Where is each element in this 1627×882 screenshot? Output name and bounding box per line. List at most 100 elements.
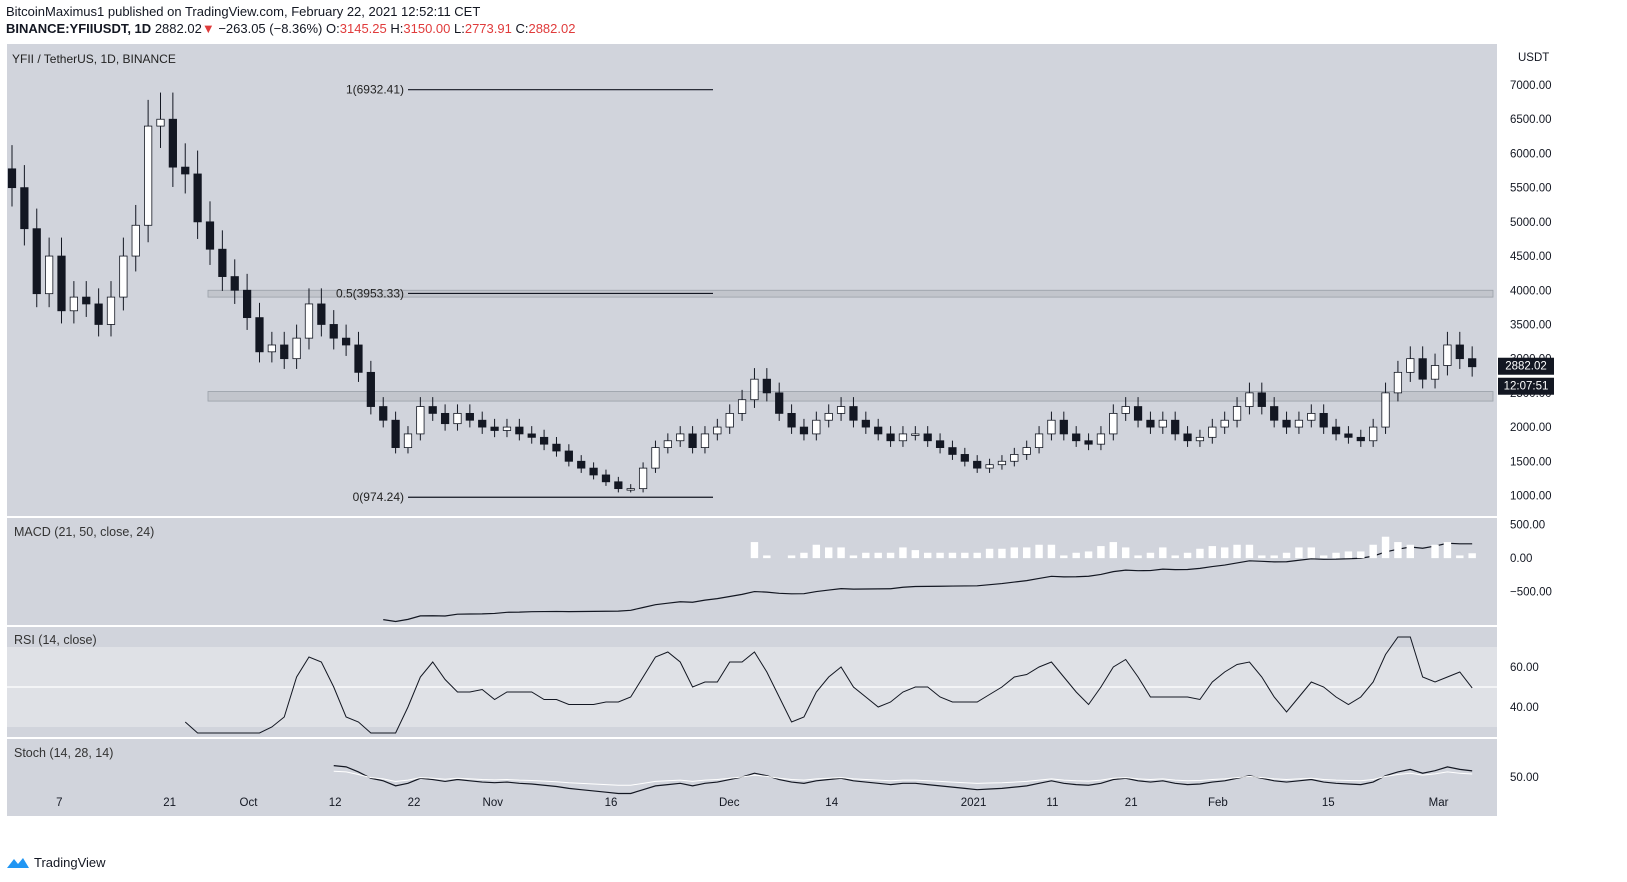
candle-body <box>403 433 413 448</box>
candle-body <box>849 406 858 421</box>
macd-histogram-bar <box>1097 546 1105 559</box>
candle-body <box>713 426 722 435</box>
candle-body <box>131 224 140 257</box>
candle-body <box>1158 419 1167 428</box>
candle-body <box>45 255 54 295</box>
candle-body <box>762 378 771 394</box>
macd-histogram-bar <box>948 552 957 559</box>
price-tag: 2882.02 <box>1498 357 1554 375</box>
fib-label: 0(974.24) <box>353 490 404 504</box>
candle-body <box>539 436 549 445</box>
macd-histogram-bar <box>1369 544 1377 559</box>
candle-body <box>94 303 103 325</box>
x-tick-label: 12 <box>329 797 342 809</box>
candle-body <box>1381 392 1390 428</box>
rsi-pane: 60.00 40.00 <box>7 636 1539 734</box>
candle-body <box>1034 433 1044 448</box>
last-price-label: 2882.02 <box>1505 361 1547 373</box>
macd-histogram-bar <box>961 552 969 559</box>
macd-histogram-bar <box>1319 555 1328 559</box>
candle-body <box>292 337 301 360</box>
x-tick-label: 15 <box>1322 797 1335 809</box>
rsi-tick-label: 60.00 <box>1510 662 1539 674</box>
candle-body <box>651 447 660 469</box>
candle-body <box>935 440 945 448</box>
candle-body <box>997 460 1007 466</box>
candle-body <box>428 406 437 414</box>
macd-histogram-bar <box>1084 551 1093 559</box>
candle-body <box>82 296 91 305</box>
candles <box>7 92 1477 493</box>
macd-histogram-bar <box>1456 555 1464 559</box>
candle-body <box>1208 426 1217 438</box>
candle-body <box>218 248 227 277</box>
candle-body <box>1084 440 1093 445</box>
candle-body <box>973 460 982 469</box>
y-tick-label: 2000.00 <box>1510 422 1552 434</box>
candle-body <box>329 324 338 339</box>
time-axis[interactable] <box>7 816 1569 840</box>
price-axis[interactable] <box>1497 44 1569 816</box>
publisher-line: BitcoinMaximus1 published on TradingView… <box>6 4 481 19</box>
x-tick-label: Mar <box>1429 797 1449 809</box>
macd-histogram-bar <box>1047 544 1056 559</box>
candle-body <box>948 447 957 455</box>
candle-body <box>577 460 586 469</box>
macd-histogram-bar <box>1245 544 1254 559</box>
x-tick-label: Feb <box>1208 797 1228 809</box>
rsi-line <box>184 636 1473 734</box>
macd-histogram-bar <box>1381 536 1390 559</box>
y-tick-label: 5000.00 <box>1510 217 1552 229</box>
macd-histogram-bar <box>911 550 920 559</box>
macd-histogram-bar <box>1121 547 1130 559</box>
y-tick-label: 3500.00 <box>1510 319 1552 331</box>
candle-body <box>1468 358 1477 368</box>
macd-histogram-bar <box>1208 546 1217 559</box>
macd-histogram-bar <box>1295 547 1303 559</box>
x-tick-label: Nov <box>483 797 504 809</box>
candle-body <box>737 399 747 414</box>
logo-text: TradingView <box>34 855 106 870</box>
candle-body <box>1331 426 1341 435</box>
macd-line <box>383 542 1473 623</box>
price-change: −263.05 (−8.36%) <box>218 21 323 36</box>
candle-body <box>960 454 969 462</box>
candle-body <box>1257 392 1266 407</box>
candle-body <box>379 406 388 421</box>
x-tick-label: 21 <box>163 797 176 809</box>
candle-body <box>812 419 821 435</box>
candle-body <box>923 433 932 442</box>
macd-histogram-bar <box>1060 555 1068 559</box>
candle-body <box>799 426 809 435</box>
candle-body <box>1109 412 1118 435</box>
candle-body <box>725 412 734 428</box>
candle-body <box>1022 447 1031 455</box>
stoch-label: Stoch (14, 28, 14) <box>14 746 113 760</box>
y-tick-label: 4500.00 <box>1510 251 1552 263</box>
macd-histogram-bar <box>1109 542 1118 559</box>
y-tick-label: 1500.00 <box>1510 456 1552 468</box>
x-tick-label: 22 <box>408 797 421 809</box>
candle-body <box>1047 419 1056 435</box>
tradingview-logo[interactable]: TradingView <box>6 855 106 870</box>
macd-histogram-bar <box>750 542 759 559</box>
candle-body <box>304 303 314 339</box>
resistance-zone <box>207 289 1494 298</box>
macd-histogram-bar <box>763 555 771 559</box>
macd-histogram-bar <box>1159 547 1167 559</box>
chart-title: YFII / TetherUS, 1D, BINANCE <box>12 52 176 66</box>
high-label: H: <box>390 21 404 36</box>
fib-label: 0.5(3953.33) <box>336 286 404 300</box>
candle-body <box>527 433 536 438</box>
macd-label: MACD (21, 50, close, 24) <box>14 525 154 539</box>
candle-body <box>57 255 66 312</box>
low-value: 2773.91 <box>464 21 512 36</box>
candle-body <box>32 228 41 295</box>
macd-histogram-bar <box>1258 555 1266 559</box>
candle-body <box>168 118 177 168</box>
candle-body <box>515 426 524 435</box>
candle-body <box>391 419 400 448</box>
candle-body <box>205 221 215 250</box>
candle-body <box>1455 344 1464 360</box>
